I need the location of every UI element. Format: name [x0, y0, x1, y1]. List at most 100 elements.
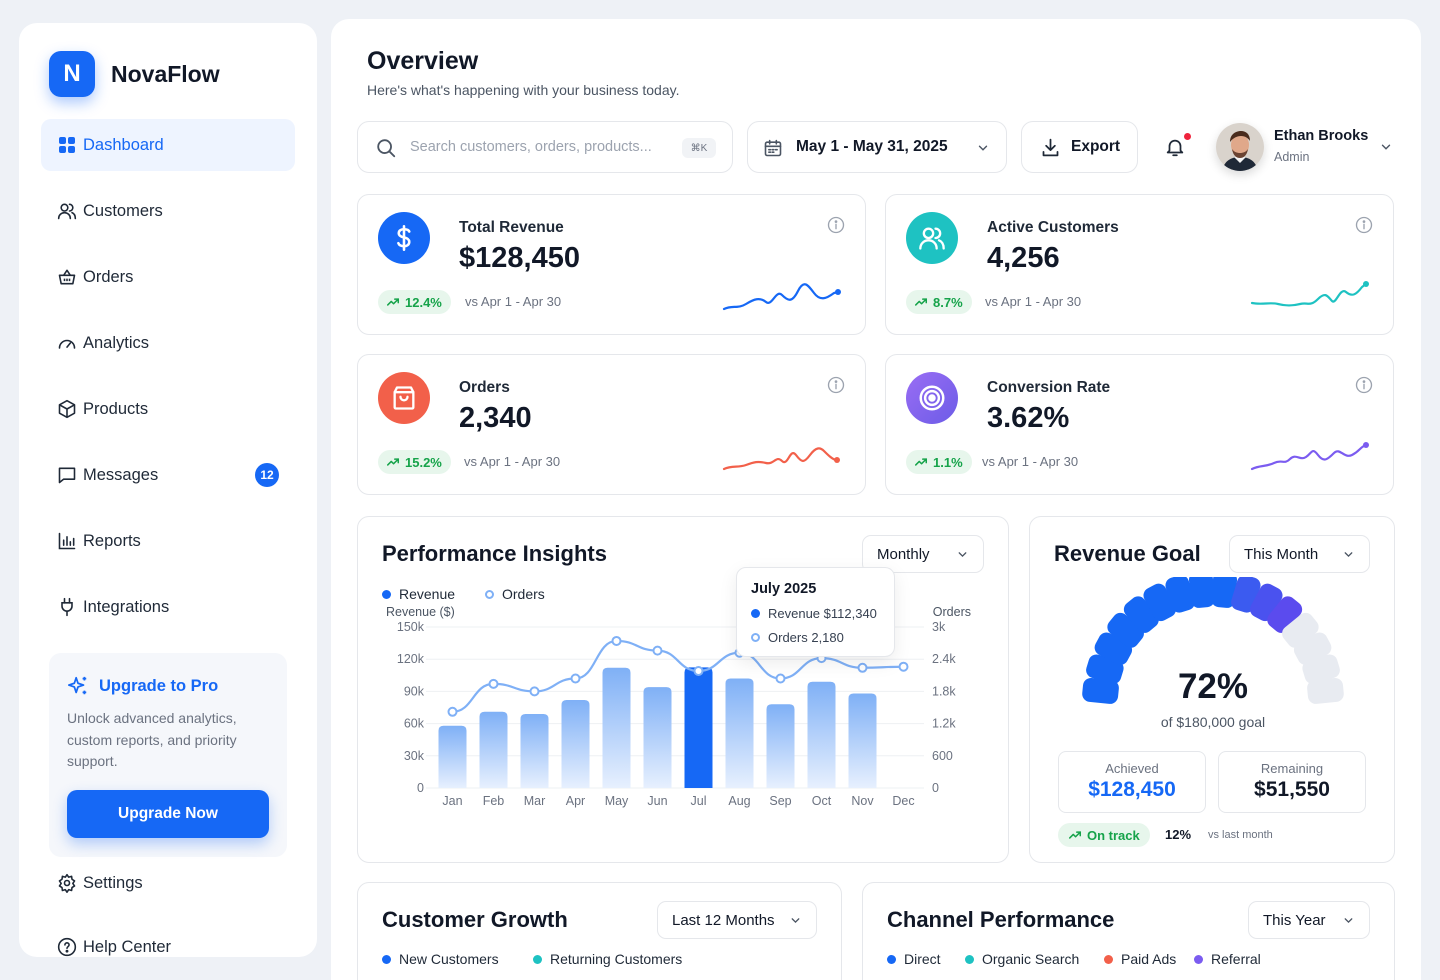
kpi-card-total-revenue[interactable]: Total Revenue $128,450 12.4% vs Apr 1 - … — [357, 194, 866, 335]
revenue-goal-panel: Revenue Goal This Month 72% of $180,000 … — [1029, 516, 1395, 863]
gear-icon — [57, 873, 77, 893]
legend-label: Paid Ads — [1121, 951, 1177, 967]
x-tick: Jun — [647, 794, 667, 808]
bar-jan[interactable] — [438, 725, 467, 788]
x-tick: Sep — [769, 794, 791, 808]
search-input[interactable]: Search customers, orders, products... ⌘K — [357, 121, 733, 173]
chevron-down-icon — [1344, 551, 1353, 557]
bar-jun[interactable] — [643, 687, 672, 788]
legend-paid-ads[interactable]: Paid Ads — [1104, 951, 1176, 967]
achieved-stat: Achieved $128,450 — [1058, 751, 1206, 813]
sidebar-item-help[interactable]: Help Center — [41, 921, 295, 957]
legend-referral[interactable]: Referral — [1194, 951, 1261, 967]
avatar[interactable] — [1216, 123, 1264, 171]
period-dropdown[interactable]: This Year — [1248, 901, 1370, 939]
sidebar: N NovaFlow Dashboard Customers Orders An… — [19, 23, 317, 957]
period-dropdown-label: Monthly — [877, 545, 930, 563]
sidebar-item-reports[interactable]: Reports — [41, 515, 295, 567]
bar-aug[interactable] — [725, 678, 754, 788]
orders-point-sep[interactable] — [775, 673, 786, 684]
info-icon[interactable] — [827, 376, 845, 394]
orders-point-jul[interactable] — [693, 666, 704, 677]
legend-organic-search[interactable]: Organic Search — [965, 951, 1079, 967]
goal-percent: 72% — [1177, 667, 1249, 706]
kpi-card-conversion-rate[interactable]: Conversion Rate 3.62% 1.1% vs Apr 1 - Ap… — [885, 354, 1394, 495]
upgrade-now-button[interactable]: Upgrade Now — [67, 790, 269, 838]
legend-returning-customers[interactable]: Returning Customers — [533, 951, 682, 967]
orders-point-feb[interactable] — [488, 678, 499, 689]
sidebar-item-settings[interactable]: Settings — [41, 857, 295, 909]
kpi-card-orders[interactable]: Orders 2,340 15.2% vs Apr 1 - Apr 30 — [357, 354, 866, 495]
y-right-tick: 3k — [932, 620, 946, 634]
x-tick: Dec — [892, 794, 914, 808]
kpi-label: Orders — [459, 379, 510, 396]
date-range-picker[interactable]: May 1 - May 31, 2025 — [747, 121, 1007, 173]
chart-axis-labels: Revenue ($) Orders — [386, 605, 971, 619]
trend-up-icon — [914, 458, 928, 466]
sidebar-item-orders[interactable]: Orders — [41, 251, 295, 303]
orders-point-jan[interactable] — [447, 706, 458, 717]
sidebar-item-products[interactable]: Products — [41, 383, 295, 435]
sidebar-item-analytics[interactable]: Analytics — [41, 317, 295, 369]
trend-up-icon — [914, 298, 928, 306]
gauge-segment — [1165, 577, 1195, 613]
info-icon[interactable] — [1355, 376, 1373, 394]
orders-point-jun[interactable] — [652, 645, 663, 656]
sidebar-item-customers[interactable]: Customers — [41, 185, 295, 237]
user-name: Ethan Brooks — [1274, 128, 1369, 144]
notifications-button[interactable] — [1153, 125, 1197, 169]
users-icon — [906, 212, 958, 264]
bar-jul[interactable] — [684, 667, 713, 788]
export-button[interactable]: Export — [1021, 121, 1138, 173]
period-dropdown[interactable]: Monthly — [862, 535, 984, 573]
chevron-down-icon — [958, 551, 967, 557]
legend-orders[interactable]: Orders — [485, 586, 545, 602]
period-dropdown[interactable]: Last 12 Months — [657, 901, 817, 939]
kpi-change-value: 15.2% — [405, 454, 442, 470]
orders-point-nov[interactable] — [857, 662, 868, 673]
y-right-tick: 1.2k — [932, 717, 956, 731]
info-icon[interactable] — [827, 216, 845, 234]
sidebar-item-dashboard[interactable]: Dashboard — [41, 119, 295, 171]
orders-point-mar[interactable] — [529, 686, 540, 697]
basket-icon — [57, 267, 77, 287]
sidebar-item-label: Messages — [83, 465, 159, 484]
upgrade-promo-card: Upgrade to Pro Unlock advanced analytics… — [49, 653, 287, 857]
y-left-tick: 60k — [404, 717, 425, 731]
legend-label: Revenue — [399, 586, 456, 602]
orders-point-dec[interactable] — [898, 661, 909, 672]
period-dropdown[interactable]: This Month — [1229, 535, 1370, 573]
sparkline-orders — [722, 447, 840, 471]
kpi-card-active-customers[interactable]: Active Customers 4,256 8.7% vs Apr 1 - A… — [885, 194, 1394, 335]
legend-direct[interactable]: Direct — [887, 951, 941, 967]
orders-point-apr[interactable] — [570, 673, 581, 684]
bar-mar[interactable] — [520, 713, 549, 788]
gauge-segment — [1282, 612, 1319, 648]
messages-count-badge: 12 — [255, 463, 279, 487]
notification-dot — [1184, 133, 1191, 140]
sidebar-item-label: Products — [83, 399, 149, 418]
status-badge: On track — [1058, 823, 1150, 847]
legend-revenue[interactable]: Revenue — [382, 586, 455, 602]
info-icon[interactable] — [1355, 216, 1373, 234]
kpi-value: 3.62% — [987, 402, 1070, 434]
kpi-compare: vs Apr 1 - Apr 30 — [985, 294, 1082, 309]
bar-sep[interactable] — [766, 704, 795, 788]
bar-nov[interactable] — [848, 693, 877, 788]
kpi-label: Active Customers — [987, 219, 1119, 236]
bar-feb[interactable] — [479, 711, 508, 788]
orders-point-may[interactable] — [611, 635, 622, 646]
user-menu-chevron-icon[interactable] — [1379, 140, 1393, 154]
panel-title: Performance Insights — [382, 541, 607, 566]
bar-may[interactable] — [602, 667, 631, 788]
goal-target: of $180,000 goal — [1160, 714, 1266, 730]
sidebar-item-integrations[interactable]: Integrations — [41, 581, 295, 633]
bar-oct[interactable] — [807, 681, 836, 788]
y-right-axis-title: Orders — [933, 605, 971, 619]
sidebar-item-messages[interactable]: Messages 12 — [41, 449, 295, 501]
kpi-compare: vs Apr 1 - Apr 30 — [464, 454, 561, 469]
legend-new-customers[interactable]: New Customers — [382, 951, 499, 967]
bar-apr[interactable] — [561, 699, 590, 788]
brand-name: NovaFlow — [111, 61, 220, 87]
kpi-change-value: 12.4% — [405, 294, 442, 310]
